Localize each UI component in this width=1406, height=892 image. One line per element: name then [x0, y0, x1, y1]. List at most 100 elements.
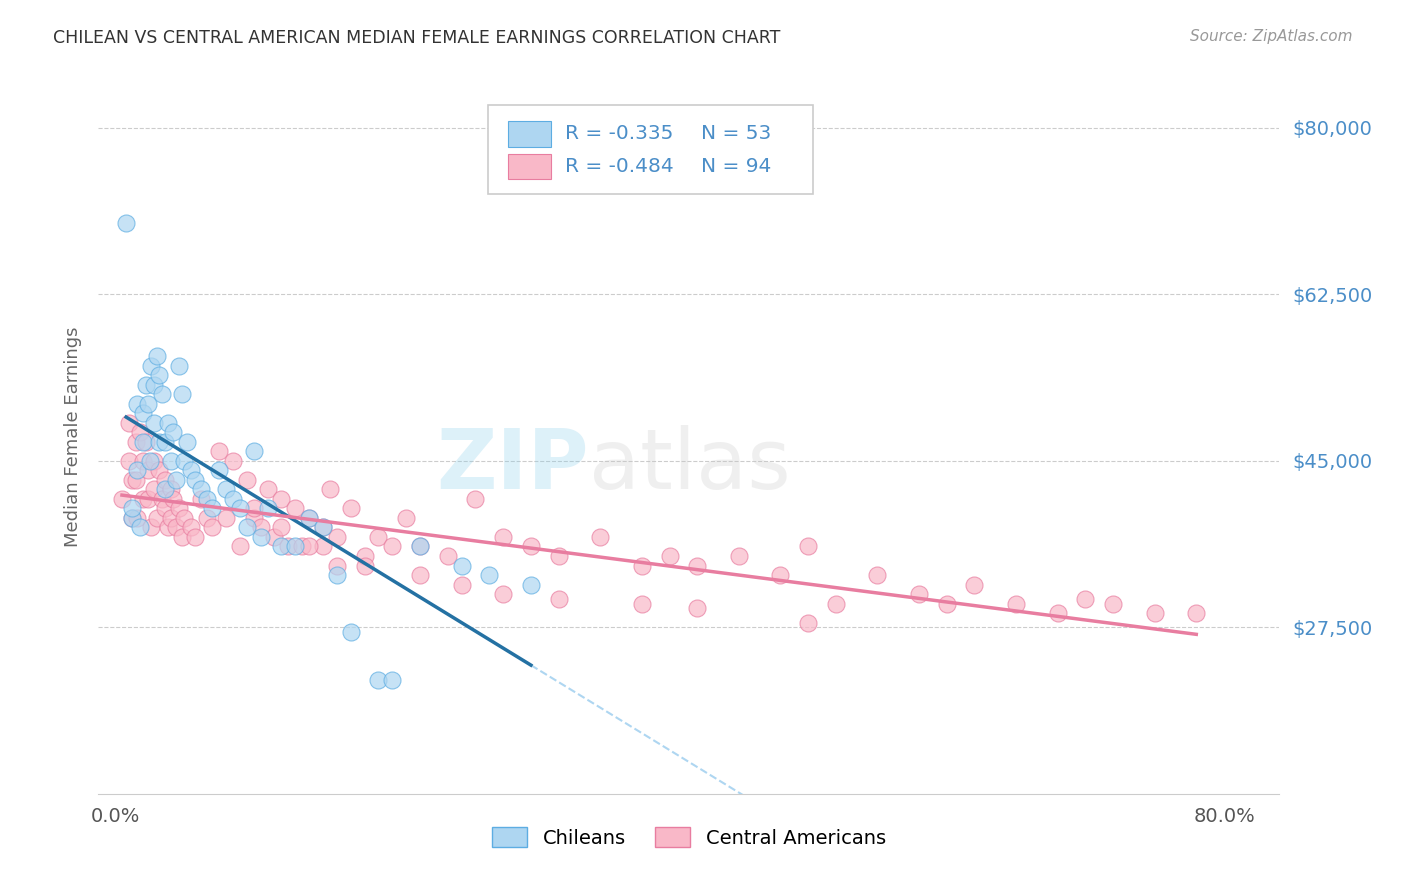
Point	[201, 501, 224, 516]
Point	[127, 511, 149, 525]
Point	[167, 359, 190, 373]
Point	[686, 601, 709, 615]
Point	[136, 463, 159, 477]
Point	[135, 434, 157, 449]
Point	[125, 473, 148, 487]
Point	[118, 454, 141, 468]
Point	[249, 530, 271, 544]
Point	[121, 501, 143, 516]
Y-axis label: Median Female Earnings: Median Female Earnings	[63, 326, 82, 548]
Point	[180, 520, 202, 534]
Point	[162, 491, 184, 506]
Point	[450, 558, 472, 573]
Point	[136, 397, 159, 411]
Point	[284, 501, 307, 516]
Point	[686, 558, 709, 573]
Point	[142, 416, 165, 430]
Point	[156, 520, 179, 534]
Point	[395, 511, 418, 525]
Point	[132, 491, 155, 506]
Point	[111, 491, 134, 506]
Point	[190, 483, 212, 497]
Point	[326, 530, 349, 544]
Point	[727, 549, 749, 563]
Point	[148, 368, 170, 383]
Point	[1074, 591, 1097, 606]
Point	[935, 597, 957, 611]
Point	[409, 540, 432, 554]
Point	[115, 216, 138, 230]
Text: N = 53: N = 53	[700, 124, 770, 144]
Point	[118, 416, 141, 430]
Point	[630, 558, 652, 573]
Point	[121, 511, 143, 525]
Point	[492, 530, 515, 544]
Point	[135, 377, 157, 392]
Point	[145, 511, 167, 525]
Text: ZIP: ZIP	[436, 425, 589, 506]
Point	[478, 568, 501, 582]
Point	[291, 540, 314, 554]
Point	[298, 511, 321, 525]
Point	[195, 491, 218, 506]
Point	[121, 473, 143, 487]
Point	[242, 501, 264, 516]
Legend: Chileans, Central Americans: Chileans, Central Americans	[485, 820, 893, 855]
FancyBboxPatch shape	[508, 153, 551, 179]
Point	[1005, 597, 1028, 611]
Point	[298, 540, 321, 554]
Point	[1046, 606, 1069, 620]
Point	[153, 501, 176, 516]
Point	[277, 540, 299, 554]
Point	[326, 568, 349, 582]
Point	[142, 483, 165, 497]
Point	[353, 558, 375, 573]
Point	[1102, 597, 1125, 611]
Point	[145, 349, 167, 363]
Point	[409, 540, 432, 554]
Point	[129, 520, 152, 534]
Point	[125, 434, 148, 449]
Point	[215, 511, 238, 525]
Text: CHILEAN VS CENTRAL AMERICAN MEDIAN FEMALE EARNINGS CORRELATION CHART: CHILEAN VS CENTRAL AMERICAN MEDIAN FEMAL…	[53, 29, 780, 46]
Point	[520, 577, 543, 591]
Point	[153, 434, 176, 449]
Point	[162, 425, 184, 440]
Point	[797, 615, 820, 630]
Point	[464, 491, 486, 506]
Point	[256, 483, 278, 497]
Point	[963, 577, 986, 591]
Point	[184, 473, 207, 487]
Point	[165, 520, 187, 534]
Text: R = -0.484: R = -0.484	[565, 157, 673, 176]
Point	[156, 416, 179, 430]
Point	[142, 377, 165, 392]
Point	[132, 406, 155, 420]
Point	[201, 520, 224, 534]
Point	[263, 530, 285, 544]
Point	[148, 434, 170, 449]
Point	[270, 540, 292, 554]
Point	[492, 587, 515, 601]
Point	[121, 511, 143, 525]
Text: atlas: atlas	[589, 425, 790, 506]
Point	[908, 587, 931, 601]
Point	[353, 549, 375, 563]
Point	[136, 491, 159, 506]
Text: R = -0.335: R = -0.335	[565, 124, 673, 144]
Point	[167, 501, 190, 516]
Point	[381, 540, 404, 554]
Point	[159, 483, 181, 497]
Point	[173, 454, 195, 468]
Point	[339, 625, 361, 640]
Point	[129, 425, 152, 440]
Point	[284, 540, 307, 554]
Point	[235, 473, 257, 487]
Point	[215, 483, 238, 497]
Point	[173, 511, 195, 525]
Point	[1185, 606, 1208, 620]
FancyBboxPatch shape	[508, 121, 551, 146]
Point	[312, 520, 335, 534]
Point	[256, 501, 278, 516]
Point	[436, 549, 458, 563]
